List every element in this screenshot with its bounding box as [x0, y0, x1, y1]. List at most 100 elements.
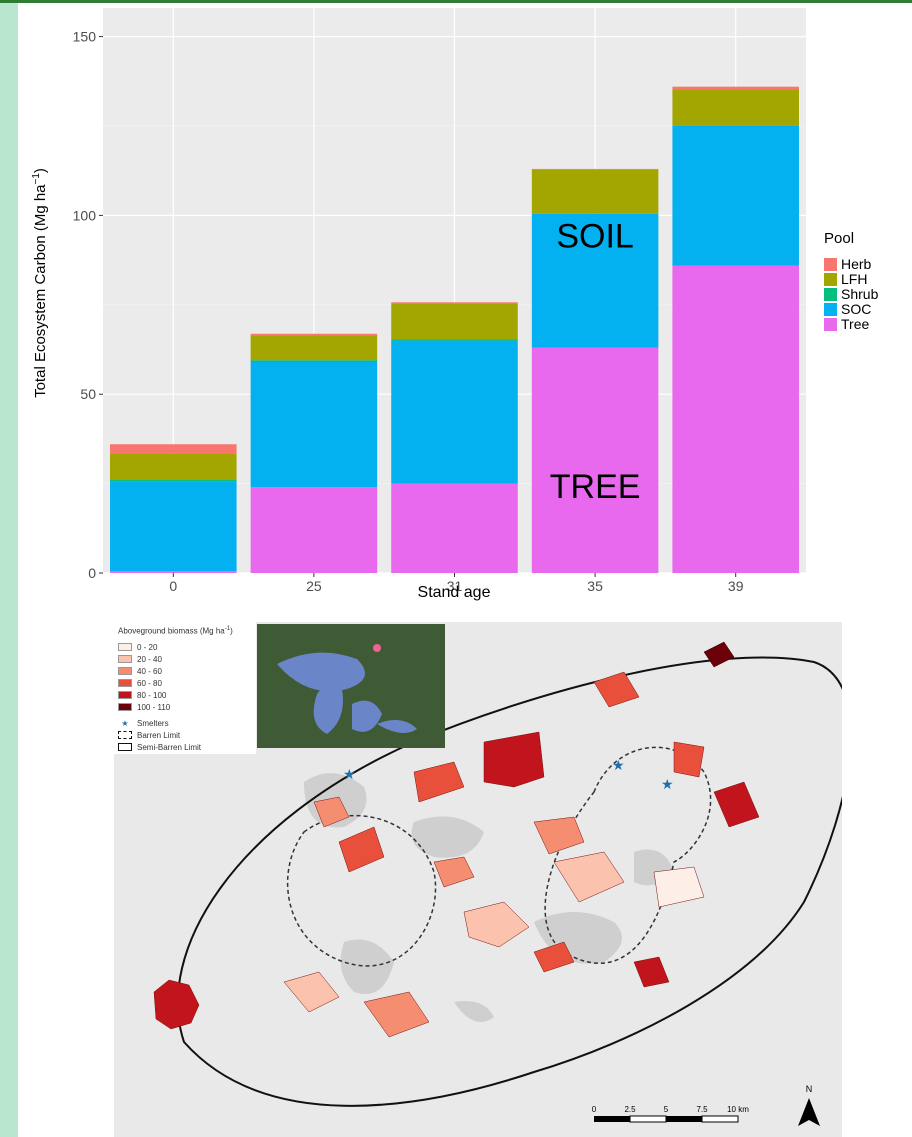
legend-swatch-shrub — [824, 288, 837, 301]
annotation-soil: SOIL — [556, 218, 633, 256]
left-side-band — [0, 3, 18, 1137]
bar-soc-25 — [250, 362, 378, 488]
class-label: 20 - 40 — [137, 654, 162, 664]
legend-title: Pool — [824, 230, 854, 247]
smelter-star-center: ★ — [612, 757, 625, 773]
legend-class-1: 20 - 40 — [118, 654, 162, 664]
bar-lfh-25 — [250, 335, 378, 361]
biomass-map: ★ ★ ★ Aboveground biomass (Mg ha-1) 0 - … — [114, 622, 842, 1137]
y-tick-label: 0 — [88, 565, 96, 581]
bar-tree-25 — [250, 487, 378, 573]
class-swatch — [118, 703, 132, 711]
legend-class-5: 100 - 110 — [118, 702, 170, 712]
legend-class-4: 80 - 100 — [118, 690, 166, 700]
class-label: 100 - 110 — [137, 702, 171, 712]
bar-tree-31 — [391, 483, 518, 573]
annotation-tree: TREE — [550, 468, 641, 506]
scale-label: 5 — [664, 1105, 669, 1114]
map-legend: Aboveground biomass (Mg ha-1) 0 - 20 20 -… — [114, 622, 445, 754]
x-tick-label: 39 — [728, 578, 744, 594]
bar-soc-31 — [391, 340, 518, 484]
bar-lfh-0 — [110, 453, 237, 481]
legend-swatch-herb — [824, 258, 837, 271]
bar-tree-39 — [672, 265, 799, 573]
legend-swatch-soc — [824, 303, 837, 316]
scale-label: 10 km — [727, 1105, 749, 1114]
x-axis-title: Stand age — [418, 584, 491, 601]
class-label: 80 - 100 — [137, 690, 167, 700]
bar-herb-0 — [110, 444, 237, 454]
legend-class-2: 40 - 60 — [118, 666, 162, 676]
scale-label: 2.5 — [624, 1105, 636, 1114]
semi-barren-limit-line — [176, 656, 842, 1107]
biomass-patches — [153, 641, 760, 1038]
legend-smelters: ★ Smelters — [118, 718, 168, 728]
smelter-icon: ★ — [121, 718, 129, 728]
legend-barren-limit: Barren Limit — [118, 730, 180, 740]
legend-swatch-tree — [824, 318, 837, 331]
map-legend-title: Aboveground biomass (Mg ha-1) — [118, 626, 233, 636]
location-pin-icon — [373, 644, 381, 652]
x-tick-label: 25 — [306, 578, 322, 594]
legend-class-3: 60 - 80 — [118, 678, 162, 688]
bar-lfh-35 — [531, 169, 659, 214]
bars — [110, 86, 799, 573]
legend-label-tree: Tree — [841, 316, 869, 332]
scale-labels: 0 2.5 5 7.5 10 km — [592, 1105, 749, 1114]
legend-label-herb: Herb — [841, 256, 872, 272]
map-canvas: ★ ★ ★ — [153, 641, 842, 1107]
north-label: N — [806, 1084, 813, 1094]
scale-label: 0 — [592, 1105, 597, 1114]
y-tick-label: 50 — [80, 386, 96, 402]
class-swatch — [118, 667, 132, 675]
class-swatch — [118, 643, 132, 651]
bar-soc-35 — [531, 213, 659, 348]
class-label: 60 - 80 — [137, 678, 162, 688]
scale-label: 7.5 — [696, 1105, 708, 1114]
class-swatch — [118, 679, 132, 687]
dashed-line-icon — [118, 731, 132, 739]
bar-tree-35 — [531, 347, 659, 573]
y-axis-title: Total Ecosystem Carbon (Mg ha−1) — [31, 168, 49, 398]
bar-shrub-0 — [110, 480, 237, 482]
legend-label-shrub: Shrub — [841, 286, 879, 302]
bar-herb-39 — [672, 86, 799, 90]
great-lakes-shape — [277, 652, 417, 734]
legend-class-0: 0 - 20 — [118, 642, 157, 652]
x-tick-label: 35 — [587, 578, 603, 594]
smelter-star-east: ★ — [661, 776, 674, 792]
smelter-markers: ★ ★ ★ — [343, 757, 674, 792]
legend-swatch-lfh — [824, 273, 837, 286]
class-label: 40 - 60 — [137, 666, 162, 676]
class-swatch — [118, 691, 132, 699]
class-swatch — [118, 655, 132, 663]
location-inset-map — [257, 624, 445, 748]
legend-label-lfh: LFH — [841, 271, 867, 287]
barren-limit-west — [286, 814, 437, 967]
bar-soc-0 — [110, 481, 237, 572]
solid-line-icon — [118, 743, 132, 751]
bar-tree-0 — [110, 571, 237, 573]
bar-soc-39 — [672, 126, 799, 266]
bar-lfh-31 — [391, 303, 518, 340]
axes: 0 50 100 150 0 25 31 35 39 — [73, 29, 744, 594]
water-bodies — [304, 773, 674, 1022]
north-arrow-icon — [798, 1098, 820, 1126]
legend-semi-barren-limit: Semi-Barren Limit — [118, 742, 201, 752]
y-tick-label: 100 — [73, 207, 97, 223]
bar-herb-31 — [391, 302, 518, 304]
inset-canvas — [257, 624, 445, 748]
x-tick-label: 0 — [169, 578, 177, 594]
bar-shrub-31 — [391, 339, 518, 341]
class-label: 0 - 20 — [137, 642, 158, 652]
annotations: SOIL TREE — [550, 218, 641, 506]
bar-shrub-25 — [250, 360, 378, 363]
smelter-star-west: ★ — [343, 766, 356, 782]
legend-label-soc: SOC — [841, 301, 871, 317]
bar-herb-25 — [250, 333, 378, 336]
x-tick-label: 31 — [447, 578, 463, 594]
top-accent-bar — [0, 0, 912, 3]
bar-herb-35 — [531, 168, 659, 170]
scale-bar: 0 2.5 5 7.5 10 km — [584, 1102, 774, 1132]
